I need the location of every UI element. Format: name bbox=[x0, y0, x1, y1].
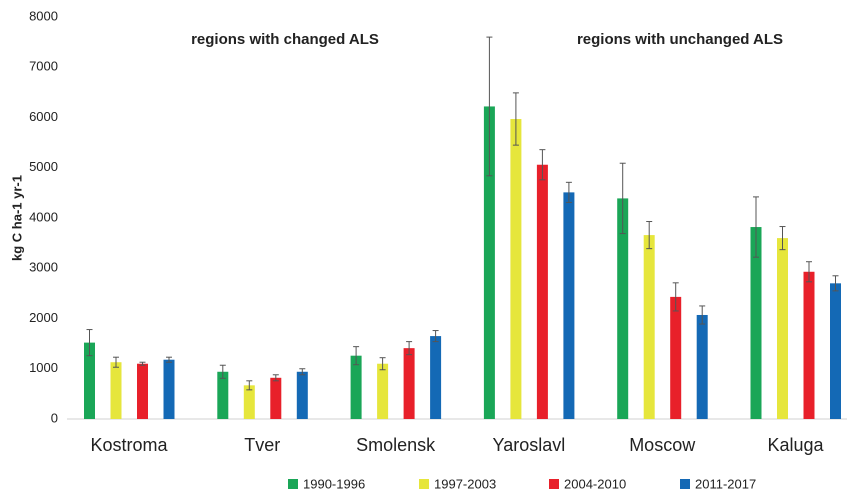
x-tick-label: Kostroma bbox=[90, 435, 168, 455]
bar bbox=[670, 296, 682, 419]
error-bar bbox=[539, 149, 546, 181]
error-bar bbox=[299, 368, 306, 376]
error-bar bbox=[779, 226, 786, 251]
bar bbox=[137, 363, 148, 419]
error-bar bbox=[219, 364, 226, 379]
bar bbox=[377, 363, 389, 419]
annotation: regions with unchanged ALS bbox=[577, 31, 783, 48]
y-tick-label: 2000 bbox=[29, 310, 58, 325]
bar bbox=[296, 371, 308, 419]
error-bar bbox=[139, 361, 146, 366]
error-bar bbox=[486, 36, 493, 177]
bar bbox=[696, 314, 708, 419]
bar bbox=[483, 106, 495, 419]
error-bar bbox=[432, 330, 439, 343]
bar bbox=[536, 164, 548, 419]
bar bbox=[563, 192, 575, 419]
error-bar bbox=[753, 196, 759, 258]
error-bar bbox=[406, 341, 413, 356]
bar bbox=[403, 348, 415, 419]
x-tick-label: Yaroslavl bbox=[493, 435, 566, 455]
error-bar bbox=[246, 380, 253, 391]
error-bar bbox=[832, 275, 839, 292]
error-bar bbox=[166, 356, 172, 363]
legend-label: 2004-2010 bbox=[564, 476, 626, 491]
legend-swatch bbox=[419, 479, 429, 489]
legend-swatch bbox=[288, 479, 298, 489]
error-bar bbox=[619, 162, 626, 235]
legend-swatch bbox=[680, 479, 690, 489]
bar bbox=[110, 362, 122, 419]
error-bar bbox=[272, 374, 279, 382]
x-tick-label: Kaluga bbox=[767, 435, 824, 455]
y-tick-label: 5000 bbox=[29, 159, 58, 174]
error-bar bbox=[672, 282, 679, 312]
error-bar bbox=[646, 221, 653, 250]
legend-swatch bbox=[549, 479, 559, 489]
error-bar bbox=[379, 357, 386, 371]
bar bbox=[803, 271, 815, 419]
error-bar bbox=[113, 356, 119, 368]
x-tick-label: Moscow bbox=[629, 435, 696, 455]
bar bbox=[750, 227, 762, 419]
bar bbox=[830, 283, 841, 419]
y-tick-label: 0 bbox=[51, 410, 58, 425]
legend-label: 1990-1996 bbox=[303, 476, 365, 491]
legend-label: 2011-2017 bbox=[695, 476, 756, 491]
x-tick-label: Tver bbox=[244, 435, 280, 455]
annotation: regions with changed ALS bbox=[191, 31, 379, 48]
bar bbox=[643, 235, 655, 419]
bar bbox=[617, 198, 629, 419]
legend-label: 1997-2003 bbox=[434, 476, 496, 491]
error-bar bbox=[806, 261, 812, 283]
y-tick-label: 1000 bbox=[29, 360, 58, 375]
error-bar bbox=[86, 329, 93, 357]
bar bbox=[510, 119, 522, 419]
y-axis-label: kg C ha-1 yr-1 bbox=[9, 175, 24, 261]
bar bbox=[217, 371, 229, 419]
error-bar bbox=[353, 346, 360, 366]
error-bar bbox=[512, 92, 519, 146]
y-tick-label: 6000 bbox=[29, 109, 58, 124]
y-tick-label: 3000 bbox=[29, 260, 58, 275]
error-bar bbox=[699, 305, 706, 325]
bar bbox=[84, 342, 95, 419]
bar bbox=[430, 336, 442, 419]
bar bbox=[777, 238, 788, 419]
error-bar bbox=[565, 181, 572, 203]
y-tick-label: 8000 bbox=[29, 8, 58, 23]
bar bbox=[350, 355, 362, 419]
x-tick-label: Smolensk bbox=[356, 435, 436, 455]
bar bbox=[243, 385, 255, 419]
bar bbox=[163, 359, 175, 419]
y-tick-label: 7000 bbox=[29, 59, 58, 74]
y-tick-label: 4000 bbox=[29, 209, 58, 224]
bar bbox=[270, 377, 282, 419]
